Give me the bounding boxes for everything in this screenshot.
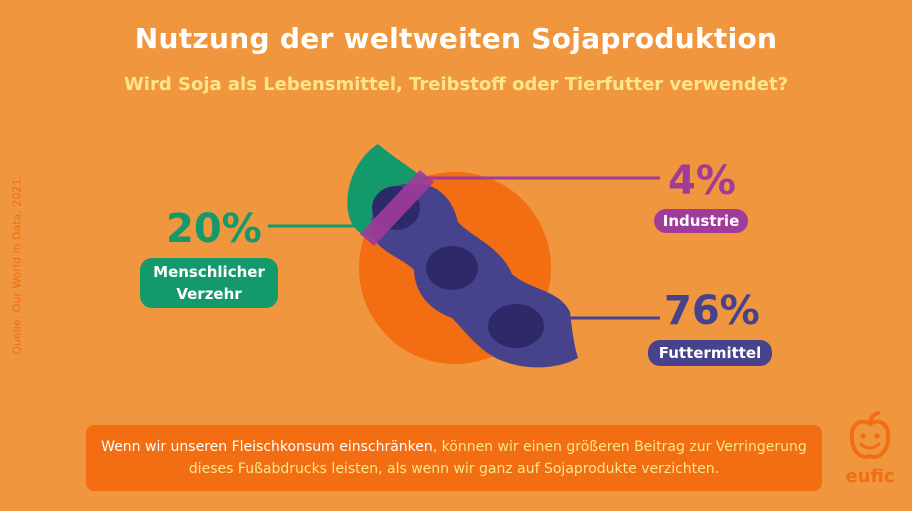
apple-face-icon: [849, 411, 891, 459]
seed-2: [426, 246, 478, 290]
brand-name: eufic: [845, 466, 895, 487]
slice-value-feed: 76%: [664, 288, 760, 334]
slice-value-human: 20%: [166, 206, 262, 252]
slice-value-industry: 4%: [668, 158, 736, 204]
eufic-logo: eufic: [840, 410, 900, 500]
slice-label-human: Menschlicher Verzehr: [140, 258, 278, 308]
page-subtitle: Wird Soja als Lebensmittel, Treibstoff o…: [123, 74, 789, 95]
slice-industry: [360, 170, 434, 246]
footer-text-highlight: , können wir einen größeren Beitrag zur …: [188, 439, 807, 477]
page-title: Nutzung der weltweiten Sojaproduktion: [134, 22, 778, 55]
slice-label-human-text: Menschlicher Verzehr: [153, 263, 265, 303]
slice-label-industry: Industrie: [654, 209, 748, 233]
footer-text-lead: Wenn wir unseren Fleischkonsum einschrän…: [101, 439, 433, 455]
slice-label-feed: Futtermittel: [648, 340, 772, 366]
footer-banner: Wenn wir unseren Fleischkonsum einschrän…: [86, 425, 822, 491]
seed-3: [488, 304, 544, 348]
